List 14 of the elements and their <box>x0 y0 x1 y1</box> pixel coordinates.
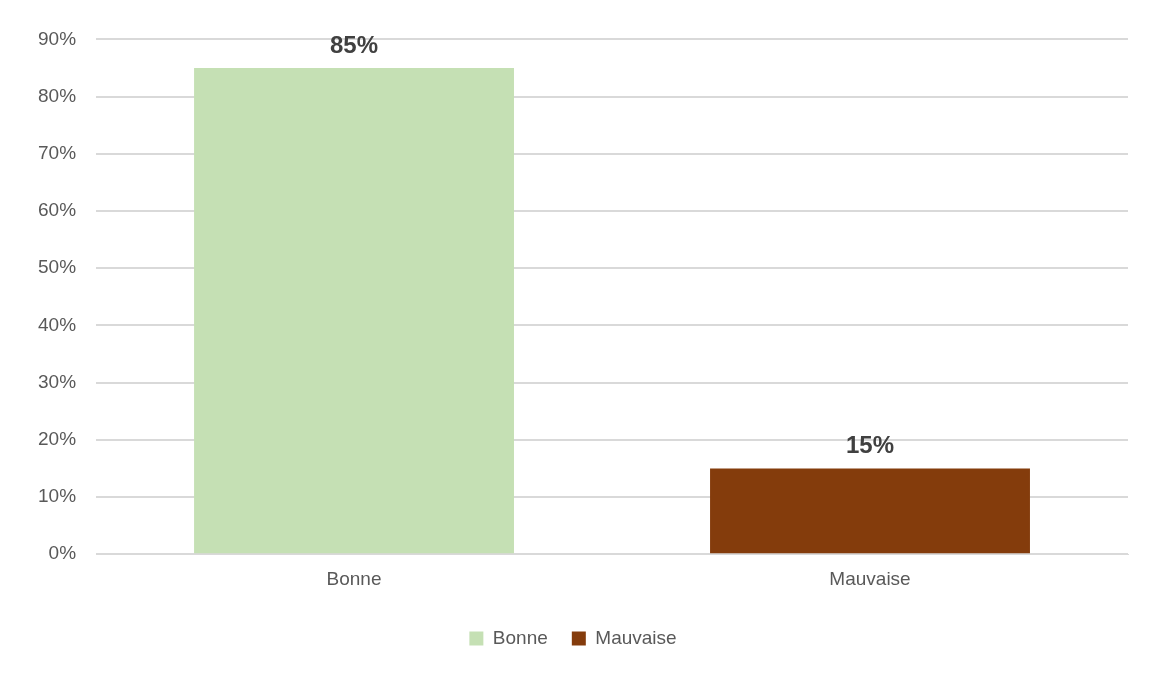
y-tick-label: 20% <box>38 428 77 450</box>
y-tick-label: 90% <box>38 27 77 49</box>
data-label: 85% <box>330 30 379 58</box>
y-tick-label: 10% <box>38 485 77 507</box>
legend-label: Bonne <box>492 626 548 648</box>
legend-label: Mauvaise <box>595 626 677 648</box>
y-tick-label: 30% <box>38 370 77 392</box>
y-tick-label: 60% <box>38 199 77 221</box>
y-tick-label: 40% <box>38 313 77 335</box>
data-label: 15% <box>845 431 895 459</box>
y-tick-label: 70% <box>38 142 77 164</box>
y-tick-label: 0% <box>48 542 77 564</box>
y-tick-label: 80% <box>38 84 77 106</box>
y-tick-label: 50% <box>38 256 77 278</box>
